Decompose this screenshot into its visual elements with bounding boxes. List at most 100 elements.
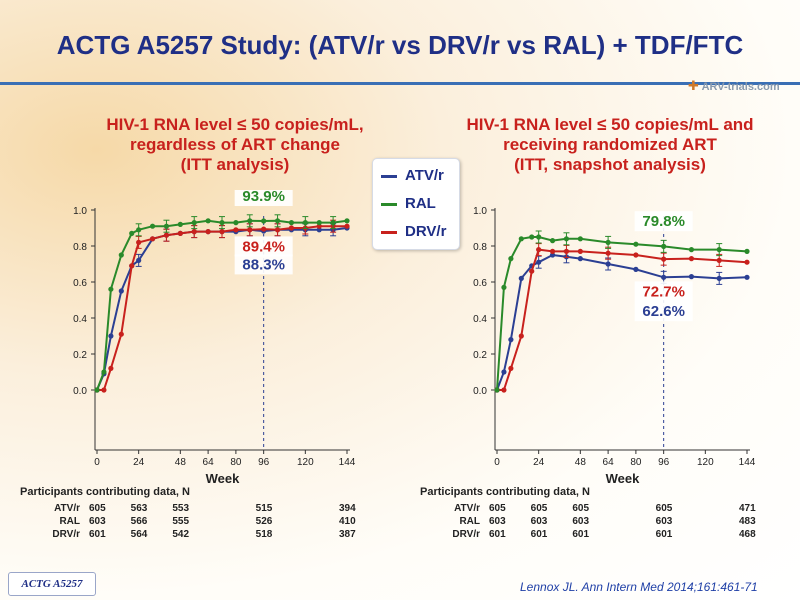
data-point-ral-right-7 [563,236,570,242]
x-tick-label-right-7: 144 [739,457,756,468]
data-point-atv-r-right-1 [501,369,507,375]
annotation-atv-r-right: 62.6% [642,303,685,320]
data-point-ral-left-17 [302,220,308,226]
participants-row-atv-r: ATV/r 605 605 605 605 471 [420,503,780,516]
data-point-atv-r-right-12 [688,274,695,280]
data-point-drv-r-left-3 [118,331,124,337]
x-tick-label-left-7: 144 [339,457,356,468]
data-point-drv-r-right-14 [744,259,750,265]
data-point-atv-r-right-13 [716,275,722,281]
data-point-atv-r-right-8 [577,256,583,262]
y-tick-label-right-4: 0.8 [473,242,487,253]
data-point-ral-left-18 [316,220,322,226]
chart-title-right-line-1: HIV-1 RNA level ≤ 50 copies/mL and [466,115,754,134]
participants-row-label: RAL [459,516,480,527]
data-point-drv-r-left-1 [101,387,107,393]
annotation-bg-right-2 [634,301,693,322]
data-point-drv-r-right-2 [508,365,514,371]
data-point-drv-r-right-11 [661,256,667,262]
data-point-drv-r-right-12 [688,256,695,262]
x-tick-label-left-6: 120 [297,457,314,468]
participants-table-left: Participants contributing data, N ATV/r 60… [20,486,380,546]
data-point-drv-r-left-7 [163,232,170,238]
participants-header: Participants contributing data, N [20,486,190,498]
data-point-ral-right-4 [529,234,535,240]
y-tick-label-left-5: 1.0 [73,206,87,217]
participants-count: 605 [489,503,506,514]
series-line-drv-r-right [497,248,748,391]
data-point-ral-left-7 [163,223,170,229]
data-point-atv-r-right-9 [605,261,611,267]
x-axis-label-right: Week [606,471,640,486]
participants-count: 410 [339,516,356,527]
participants-count: 601 [489,529,506,540]
participants-row-label: RAL [59,516,80,527]
data-point-ral-left-15 [274,218,281,224]
legend-item-ral: RAL [381,195,436,212]
data-point-drv-r-left-2 [108,365,114,371]
participants-count: 483 [739,516,756,527]
data-point-ral-right-12 [688,247,695,253]
participants-row-drv-r: DRV/r 601 601 601 601 468 [420,529,780,542]
x-tick-label-right-6: 120 [697,457,714,468]
participants-row-label: ATV/r [54,503,80,514]
data-point-ral-right-8 [577,236,583,242]
data-point-drv-r-left-16 [288,225,295,231]
annotation-ral-left: 93.9% [242,190,285,205]
data-point-atv-r-right-5 [536,259,542,265]
citation: Lennox JL. Ann Intern Med 2014;161:461-7… [520,580,758,594]
study-tag: ACTG A5257 [8,572,96,596]
participants-count: 515 [255,503,273,514]
data-point-ral-left-16 [288,220,295,226]
series-line-atv-r-left [96,227,348,391]
chart-left: 0.0 0.2 0.4 0.6 0.8 1.0 0 24 48 64 80 96 120 144 Week 9… [73,190,356,486]
chart-right: 0.0 0.2 0.4 0.6 0.8 1.0 0 24 48 64 80 96 120 144 Week 7… [473,206,756,486]
participants-count: 603 [489,516,506,527]
x-axis-label-left: Week [206,471,240,486]
data-point-atv-r-right-11 [661,274,667,280]
participants-row-ral: RAL 603 603 603 603 483 [420,516,780,529]
annotation-drv-r-right: 72.7% [642,283,685,300]
data-point-ral-left-10 [205,218,211,224]
x-tick-label-right-5: 96 [658,457,670,468]
data-point-drv-r-right-3 [518,333,524,339]
data-point-drv-r-right-10 [633,252,639,258]
data-point-ral-right-2 [508,256,514,262]
participants-count: 605 [655,503,673,514]
data-point-drv-r-right-1 [501,387,507,393]
data-point-drv-r-left-15 [274,227,281,233]
participants-count: 566 [130,516,148,527]
data-point-atv-r-right-14 [744,274,750,280]
data-point-atv-r-left-18 [316,227,322,233]
chart-legend: ATV/r RAL DRV/r [372,158,460,250]
data-point-drv-r-left-14 [261,226,267,232]
data-point-drv-r-left-6 [149,236,156,242]
data-point-atv-r-right-2 [508,337,514,343]
data-point-drv-r-left-8 [177,230,183,236]
data-point-atv-r-left-2 [108,333,114,339]
legend-label-ral: RAL [405,195,436,212]
legend-item-drv: DRV/r [381,223,446,240]
data-point-ral-right-14 [744,248,750,254]
legend-label-drv: DRV/r [405,223,447,240]
legend-item-atv: ATV/r [381,167,444,184]
participants-row-label: DRV/r [452,529,480,540]
data-point-drv-r-left-11 [219,229,225,235]
logo-mark-icon: ✚ [688,78,699,93]
annotation-atv-r-left: 88.3% [242,256,285,273]
chart-title-right-line-2: receiving randomized ART [503,135,717,154]
x-tick-label-left-3: 64 [203,457,215,468]
data-point-ral-right-1 [501,284,507,290]
participants-count: 555 [172,516,190,527]
y-tick-label-right-5: 1.0 [473,206,487,217]
x-tick-label-left-4: 80 [230,457,242,468]
data-point-atv-r-right-3 [518,275,524,281]
participants-row-label: ATV/r [454,503,480,514]
legend-swatch-ral [381,202,397,206]
y-tick-label-left-4: 0.8 [73,242,87,253]
y-tick-label-right-3: 0.6 [473,278,487,289]
participants-count: 394 [339,503,356,514]
annotation-bg-left-2 [234,254,293,275]
data-point-drv-r-right-9 [605,250,611,256]
participants-count: 601 [572,529,590,540]
